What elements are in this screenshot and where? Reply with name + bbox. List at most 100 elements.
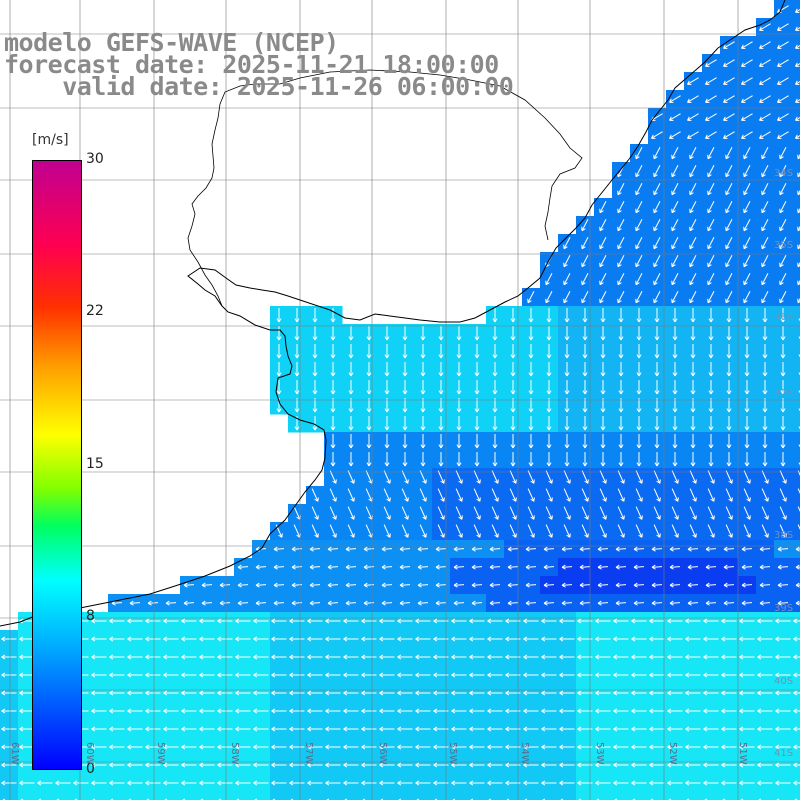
wind-arrow [294, 362, 300, 377]
wind-arrow [397, 708, 413, 714]
wind-arrow [469, 744, 485, 750]
wind-arrow [581, 506, 589, 520]
wind-arrow [384, 434, 390, 449]
wind-arrow [689, 255, 697, 268]
wind-arrow [543, 600, 555, 606]
wind-arrow [757, 618, 773, 624]
wind-arrow [775, 690, 791, 696]
wind-arrow [307, 762, 323, 768]
lon-label-54w: 54W [519, 742, 530, 765]
wind-arrow [739, 780, 755, 786]
wind-arrow [474, 452, 480, 467]
wind-arrow [420, 398, 426, 413]
wind-arrow [325, 636, 341, 642]
wind-arrow [703, 708, 719, 714]
wind-arrow [794, 98, 800, 103]
wind-arrow [366, 416, 372, 431]
field-cell [774, 792, 793, 800]
wind-arrow [776, 95, 789, 103]
wind-arrow [704, 77, 717, 85]
wind-arrow [617, 488, 625, 502]
wind-arrow [687, 546, 699, 552]
wind-arrow [653, 524, 661, 538]
wind-arrow [725, 201, 733, 214]
lon-label-58w: 58W [229, 742, 240, 765]
field-cell [792, 378, 800, 397]
wind-arrow [438, 398, 444, 413]
field-cell [180, 792, 199, 800]
wind-arrows [1, 5, 800, 800]
wind-arrow [451, 708, 467, 714]
wind-arrow [273, 600, 285, 606]
wind-arrow [366, 344, 372, 359]
wind-arrow [723, 582, 735, 588]
wind-arrow [667, 672, 683, 678]
wind-arrow [217, 618, 233, 624]
wind-arrow [708, 362, 714, 377]
wind-arrow [793, 744, 800, 750]
wind-arrow [649, 636, 665, 642]
wind-arrow [618, 380, 624, 395]
wind-arrow [507, 582, 519, 588]
wind-arrow [237, 582, 249, 588]
wind-arrow [145, 654, 161, 660]
wind-arrow [723, 564, 735, 570]
wind-arrow [183, 600, 195, 606]
wind-arrow [689, 273, 697, 286]
wind-arrow [613, 708, 629, 714]
wind-arrow [541, 780, 557, 786]
wind-arrow [757, 690, 773, 696]
wind-arrow [761, 201, 769, 214]
wind-arrow [363, 582, 375, 588]
wind-arrow [613, 762, 629, 768]
wind-arrow [672, 416, 678, 431]
wind-arrow [451, 618, 467, 624]
wind-arrow [276, 308, 282, 323]
wind-arrow [384, 380, 390, 395]
wind-arrow [631, 654, 647, 660]
wind-arrow [559, 672, 575, 678]
wind-arrow [163, 654, 179, 660]
wind-arrow [469, 762, 485, 768]
wind-arrow [559, 690, 575, 696]
wind-arrow [797, 470, 800, 476]
wind-arrow [289, 672, 305, 678]
field-cell [252, 792, 271, 800]
wind-arrow [109, 744, 125, 750]
wind-arrow [361, 654, 377, 660]
wind-arrow [330, 344, 336, 359]
wind-arrow [667, 708, 683, 714]
wind-arrow [541, 762, 557, 768]
wind-arrow [307, 708, 323, 714]
wind-arrow [379, 618, 395, 624]
wind-arrow [759, 546, 771, 552]
wind-arrow [636, 434, 642, 449]
wind-arrow [636, 452, 642, 467]
wind-arrow [363, 564, 375, 570]
wind-arrow [366, 326, 372, 341]
wind-arrow [253, 618, 269, 624]
wind-arrow [617, 524, 625, 538]
wind-arrow [327, 582, 339, 588]
wind-arrow [455, 506, 463, 520]
wind-arrow [707, 291, 715, 304]
wind-arrow [523, 762, 539, 768]
wind-arrow [415, 744, 431, 750]
wind-arrow [507, 564, 519, 570]
wind-arrow [689, 524, 697, 538]
wind-arrow [779, 488, 787, 502]
wind-arrow [325, 618, 341, 624]
wind-arrow [595, 672, 611, 678]
wind-arrow [541, 672, 557, 678]
wind-arrow [582, 452, 588, 467]
wind-arrow [419, 524, 427, 538]
wind-arrow [672, 362, 678, 377]
wind-arrow [597, 564, 609, 570]
wind-arrow [599, 237, 607, 250]
wind-arrow [618, 416, 624, 431]
wind-arrow [181, 762, 197, 768]
wind-arrow [759, 564, 771, 570]
wind-arrow [525, 546, 537, 552]
field-cell [540, 792, 559, 800]
wind-arrow [708, 344, 714, 359]
